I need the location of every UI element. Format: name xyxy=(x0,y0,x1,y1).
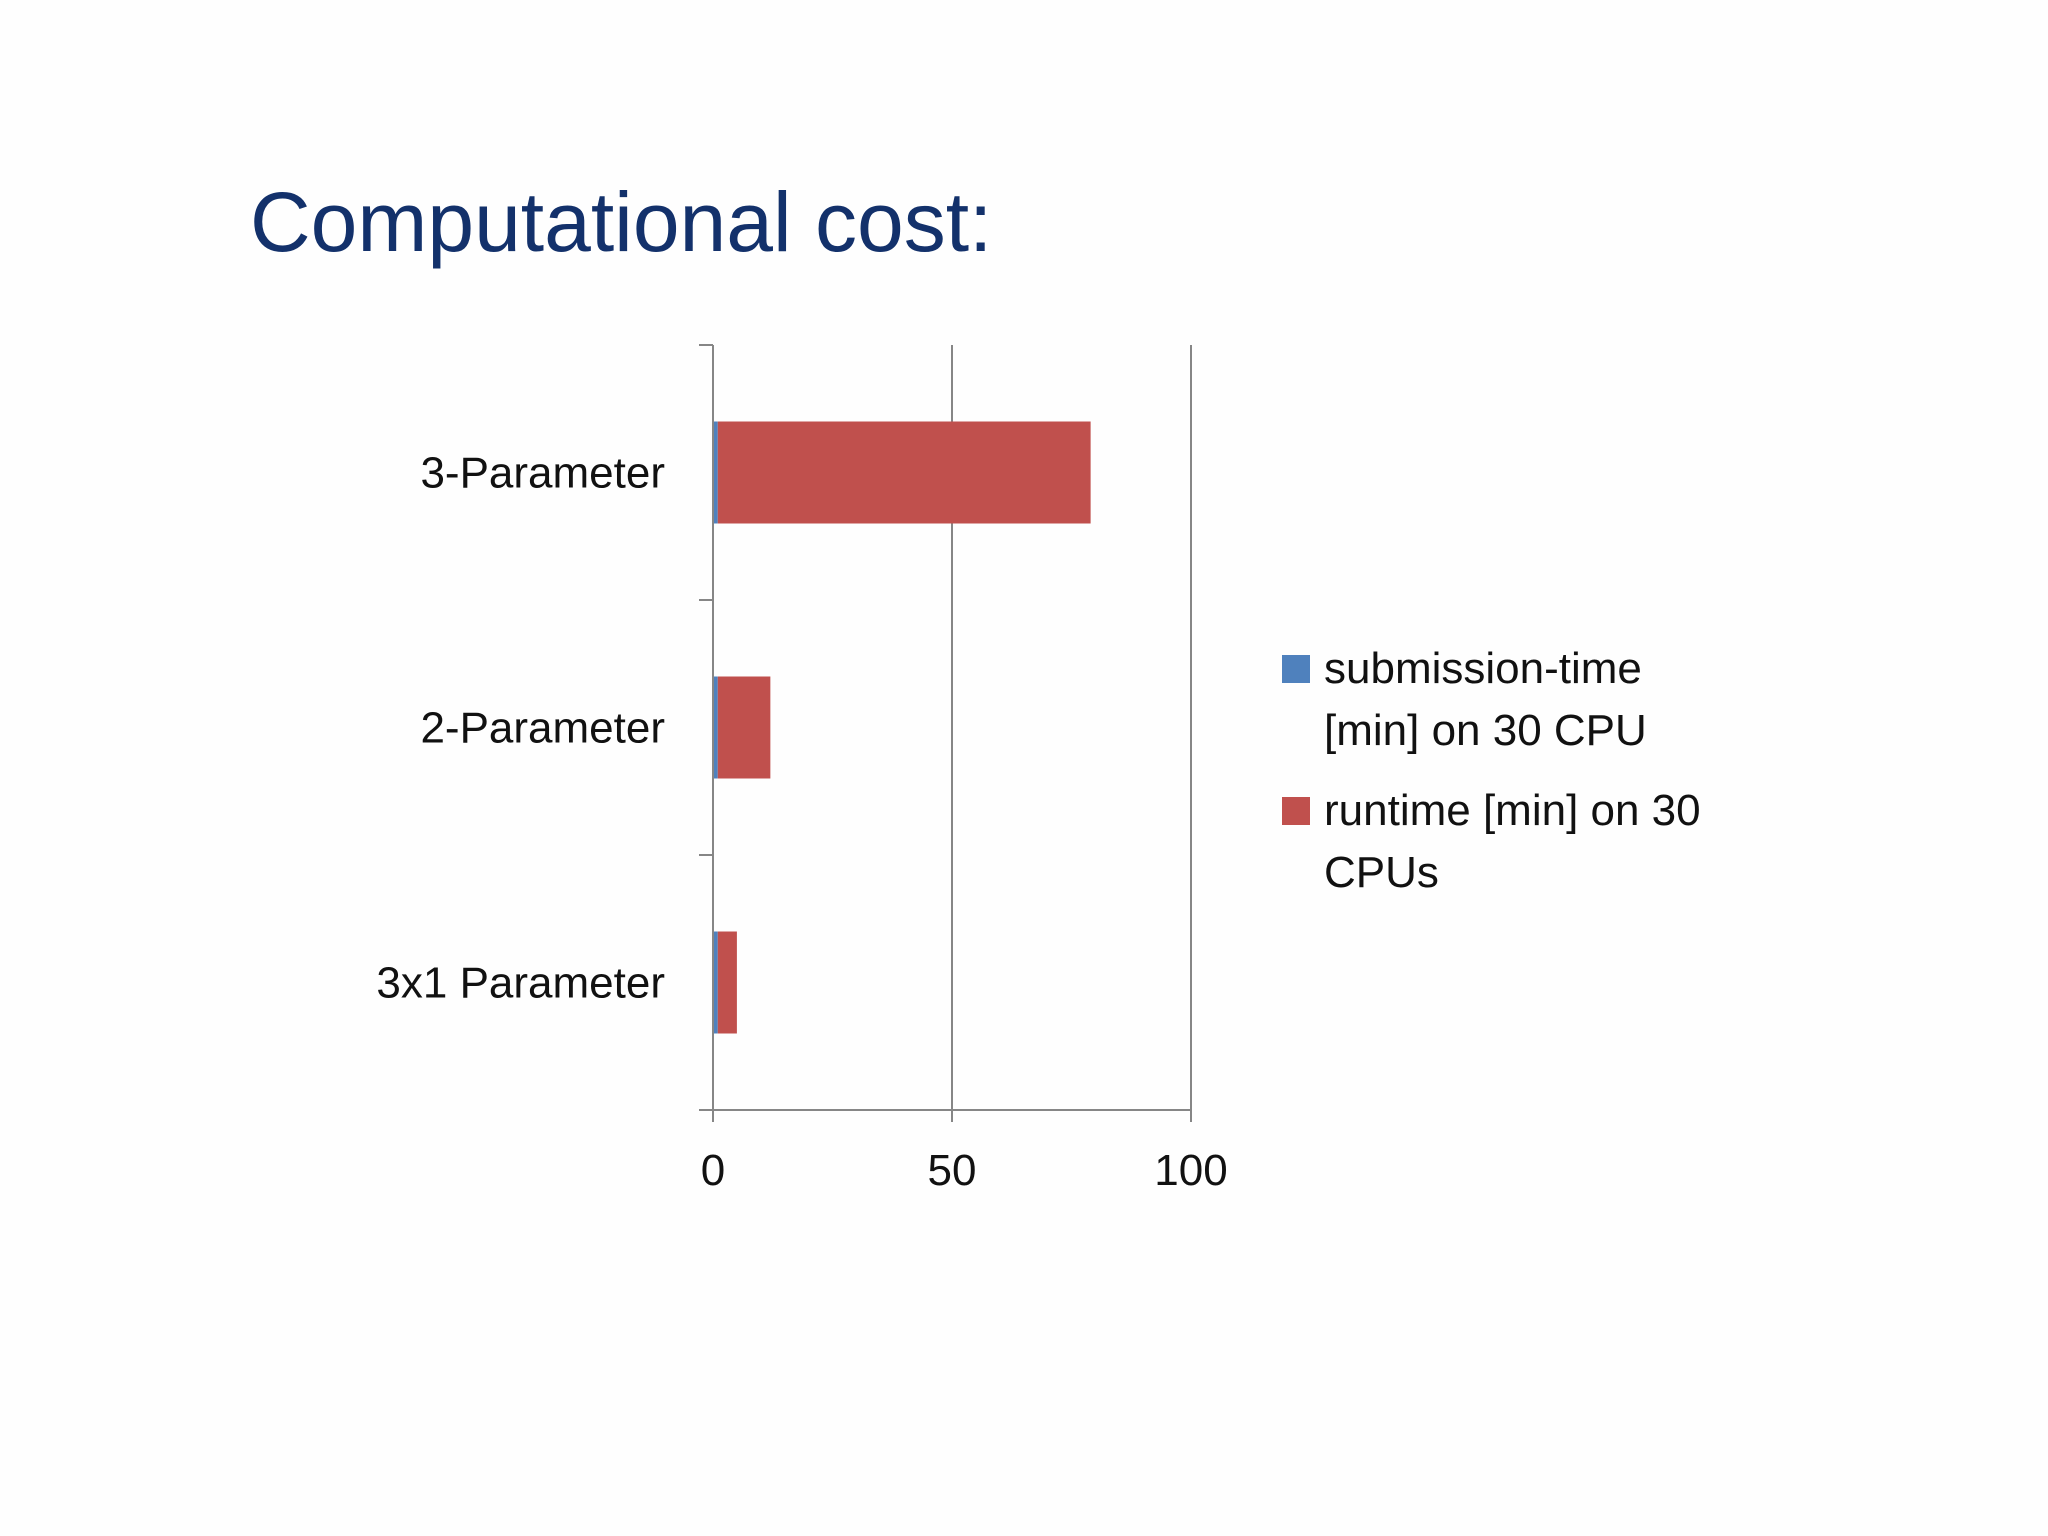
legend-item-runtime: runtime [min] on 30 CPUs xyxy=(1282,780,1742,904)
x-tick-label: 100 xyxy=(1154,1146,1227,1195)
legend-label-submission: submission-time [min] on 30 CPU xyxy=(1324,644,1647,755)
legend-swatch-runtime xyxy=(1282,797,1310,825)
x-tick-label: 50 xyxy=(928,1146,977,1195)
legend: submission-time [min] on 30 CPU runtime … xyxy=(1282,638,1742,922)
bars xyxy=(713,421,1091,1034)
y-category-label: 3x1 Parameter xyxy=(376,959,665,1008)
axis-labels: 0 50 100 3-Parameter 2-Parameter 3x1 Paramete… xyxy=(376,449,1227,1196)
legend-label-runtime: runtime [min] on 30 CPUs xyxy=(1324,786,1701,897)
bar-runtime xyxy=(717,421,1091,524)
bar-submission-time xyxy=(713,676,718,779)
y-category-label: 3-Parameter xyxy=(420,449,665,498)
bar-runtime xyxy=(717,931,737,1034)
bar-submission-time xyxy=(713,421,718,524)
slide-title: Computational cost: xyxy=(250,175,993,269)
legend-item-submission: submission-time [min] on 30 CPU xyxy=(1282,638,1742,762)
bar-runtime xyxy=(717,676,771,779)
x-tick-label: 0 xyxy=(701,1146,725,1195)
axes xyxy=(699,344,1192,1122)
legend-swatch-submission xyxy=(1282,655,1310,683)
bar-submission-time xyxy=(713,931,718,1034)
y-category-label: 2-Parameter xyxy=(420,704,665,753)
